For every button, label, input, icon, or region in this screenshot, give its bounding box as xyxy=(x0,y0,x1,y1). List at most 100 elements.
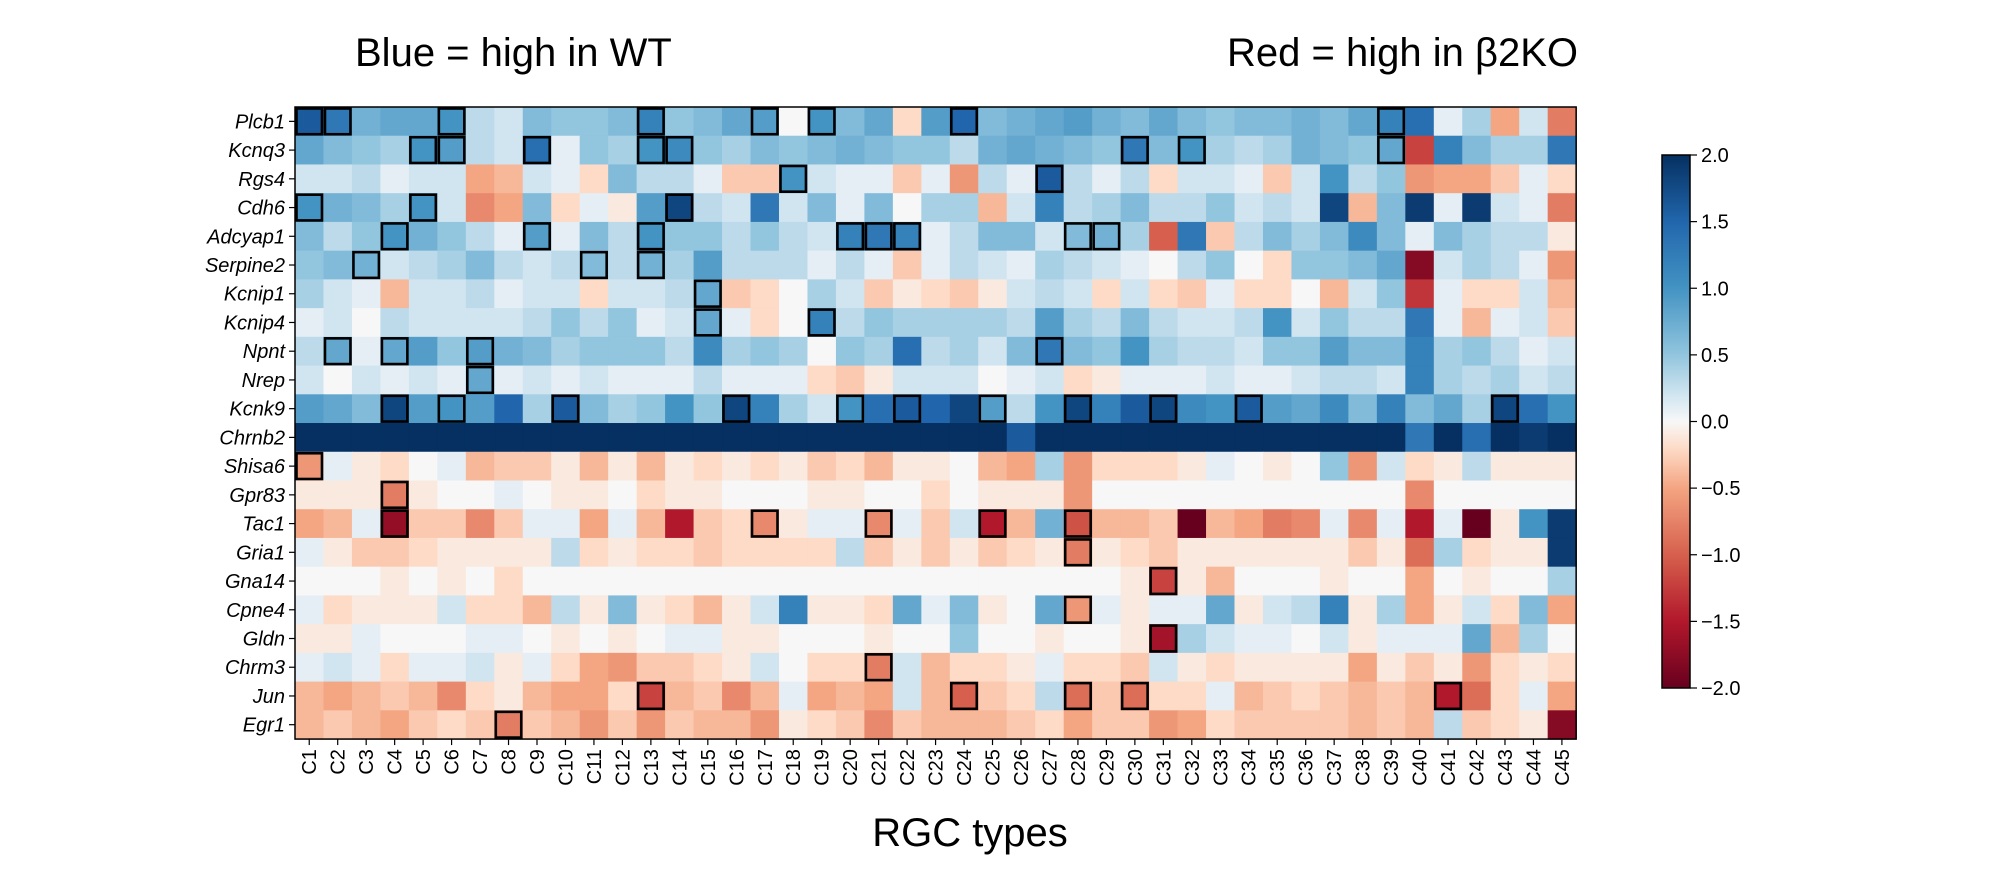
cell-Kcnk9-C21 xyxy=(864,394,894,424)
cell-Cdh6-C26 xyxy=(1006,193,1036,223)
cell-Tac1-C10 xyxy=(551,509,581,539)
cell-Shisa6-C2 xyxy=(323,451,353,482)
highlight-box-Kcnk9-C31 xyxy=(1149,394,1178,423)
column-label-C10: C10 xyxy=(555,749,577,786)
cell-Nrep-C37 xyxy=(1319,365,1349,395)
cell-Shisa6-C27 xyxy=(1035,451,1065,482)
cell-Serpine2-C2 xyxy=(323,250,353,280)
cell-Kcnq3-C45 xyxy=(1547,135,1577,166)
cell-Gpr83-C26 xyxy=(1006,480,1036,510)
cell-Kcnip1-C4 xyxy=(380,279,410,309)
cell-Npnt-C38 xyxy=(1348,336,1378,367)
cell-Rgs4-C23 xyxy=(921,164,951,194)
cell-Chrm3-C23 xyxy=(921,652,951,683)
cell-Gpr83-C11 xyxy=(579,480,609,510)
cell-Npnt-C20 xyxy=(835,336,865,367)
cell-Nrep-C36 xyxy=(1291,365,1321,395)
cell-Egr1-C19 xyxy=(807,710,837,740)
cell-Gldn-C6 xyxy=(437,624,467,654)
cell-Tac1-C19 xyxy=(807,509,837,539)
cell-Cdh6-C1 xyxy=(295,193,325,223)
cell-Shisa6-C34 xyxy=(1234,451,1264,482)
column-label-C14: C14 xyxy=(669,749,691,786)
column-label-C38: C38 xyxy=(1353,749,1375,786)
cell-Plcb1-C19 xyxy=(807,107,837,137)
cell-Chrnb2-C24 xyxy=(949,423,979,453)
cell-Gria1-C34 xyxy=(1234,537,1264,568)
cell-Adcyap1-C4 xyxy=(380,221,410,252)
cell-Tac1-C28 xyxy=(1063,509,1093,539)
cell-Plcb1-C26 xyxy=(1006,107,1036,137)
cell-Kcnq3-C7 xyxy=(465,135,495,166)
cell-Adcyap1-C12 xyxy=(608,221,638,252)
cell-Plcb1-C24 xyxy=(949,107,979,137)
cell-Chrnb2-C33 xyxy=(1206,423,1236,453)
row-label-Rgs4: Rgs4 xyxy=(238,169,285,191)
cell-Serpine2-C18 xyxy=(778,250,809,280)
cell-Adcyap1-C7 xyxy=(465,221,495,252)
column-label-C37: C37 xyxy=(1324,749,1346,786)
cell-Plcb1-C30 xyxy=(1120,107,1150,137)
cell-Npnt-C30 xyxy=(1120,336,1150,367)
cell-Egr1-C14 xyxy=(665,710,695,740)
cell-Kcnk9-C7 xyxy=(465,394,495,424)
cell-Kcnip4-C15 xyxy=(693,308,723,338)
cell-Tac1-C25 xyxy=(978,509,1008,539)
cell-Nrep-C33 xyxy=(1206,365,1236,395)
highlight-box-Jun-C24 xyxy=(950,681,979,711)
cell-Gpr83-C1 xyxy=(295,480,325,510)
cell-Rgs4-C35 xyxy=(1262,164,1293,194)
highlight-box-Adcyap1-C4 xyxy=(380,222,409,251)
cell-Kcnq3-C30 xyxy=(1120,135,1150,166)
cell-Cpne4-C20 xyxy=(835,595,865,625)
highlight-box-Rgs4-C27 xyxy=(1035,164,1064,193)
cell-Shisa6-C26 xyxy=(1006,451,1036,482)
cell-Egr1-C27 xyxy=(1035,710,1065,740)
highlight-box-Kcnq3-C32 xyxy=(1177,135,1206,165)
cell-Chrm3-C24 xyxy=(949,652,979,683)
cell-Chrnb2-C28 xyxy=(1063,423,1093,453)
cell-Nrep-C35 xyxy=(1262,365,1293,395)
cell-Egr1-C42 xyxy=(1462,710,1492,740)
cell-Egr1-C5 xyxy=(408,710,438,740)
cell-Cpne4-C11 xyxy=(579,595,609,625)
cell-Gria1-C44 xyxy=(1519,537,1549,568)
cell-Egr1-C8 xyxy=(494,710,524,740)
cell-Gpr83-C10 xyxy=(551,480,581,510)
cell-Gpr83-C2 xyxy=(323,480,353,510)
cell-Tac1-C9 xyxy=(522,509,552,539)
cell-Adcyap1-C34 xyxy=(1234,221,1264,252)
highlight-box-Npnt-C4 xyxy=(380,337,409,366)
cell-Chrm3-C1 xyxy=(295,652,325,683)
cell-Kcnip4-C32 xyxy=(1177,308,1207,338)
cell-Cpne4-C40 xyxy=(1405,595,1435,625)
cell-Serpine2-C33 xyxy=(1206,250,1236,280)
cell-Chrnb2-C20 xyxy=(835,423,865,453)
cell-Shisa6-C25 xyxy=(978,451,1008,482)
highlight-boxes xyxy=(295,107,1520,739)
cell-Chrm3-C9 xyxy=(522,652,552,683)
cell-Jun-C19 xyxy=(807,681,837,711)
cell-Shisa6-C3 xyxy=(351,451,382,482)
cell-Chrnb2-C31 xyxy=(1149,423,1179,453)
cell-Npnt-C21 xyxy=(864,336,894,367)
cell-Gpr83-C3 xyxy=(351,480,382,510)
cell-Kcnip4-C37 xyxy=(1319,308,1349,338)
cell-Kcnq3-C10 xyxy=(551,135,581,166)
cell-Kcnip1-C36 xyxy=(1291,279,1321,309)
cell-Adcyap1-C10 xyxy=(551,221,581,252)
colorbar-tick-label: −2.0 xyxy=(1701,678,1740,700)
highlight-box-Gpr83-C4 xyxy=(380,480,409,510)
cell-Chrnb2-C7 xyxy=(465,423,495,453)
column-label-C21: C21 xyxy=(869,749,891,786)
cell-Kcnip4-C34 xyxy=(1234,308,1264,338)
cell-Gria1-C26 xyxy=(1006,537,1036,568)
row-labels: Plcb1 Kcnq3 Rgs4 Cdh6 Adcyap1 Serpine2 Kcnip1 K… xyxy=(205,111,295,737)
cell-Jun-C22 xyxy=(892,681,922,711)
colorbar-tick-label: 2.0 xyxy=(1701,145,1729,167)
cell-Chrnb2-C37 xyxy=(1319,423,1349,453)
cell-Kcnq3-C39 xyxy=(1376,135,1406,166)
cell-Kcnip4-C43 xyxy=(1490,308,1520,338)
cell-Chrnb2-C23 xyxy=(921,423,951,453)
cell-Jun-C18 xyxy=(778,681,809,711)
